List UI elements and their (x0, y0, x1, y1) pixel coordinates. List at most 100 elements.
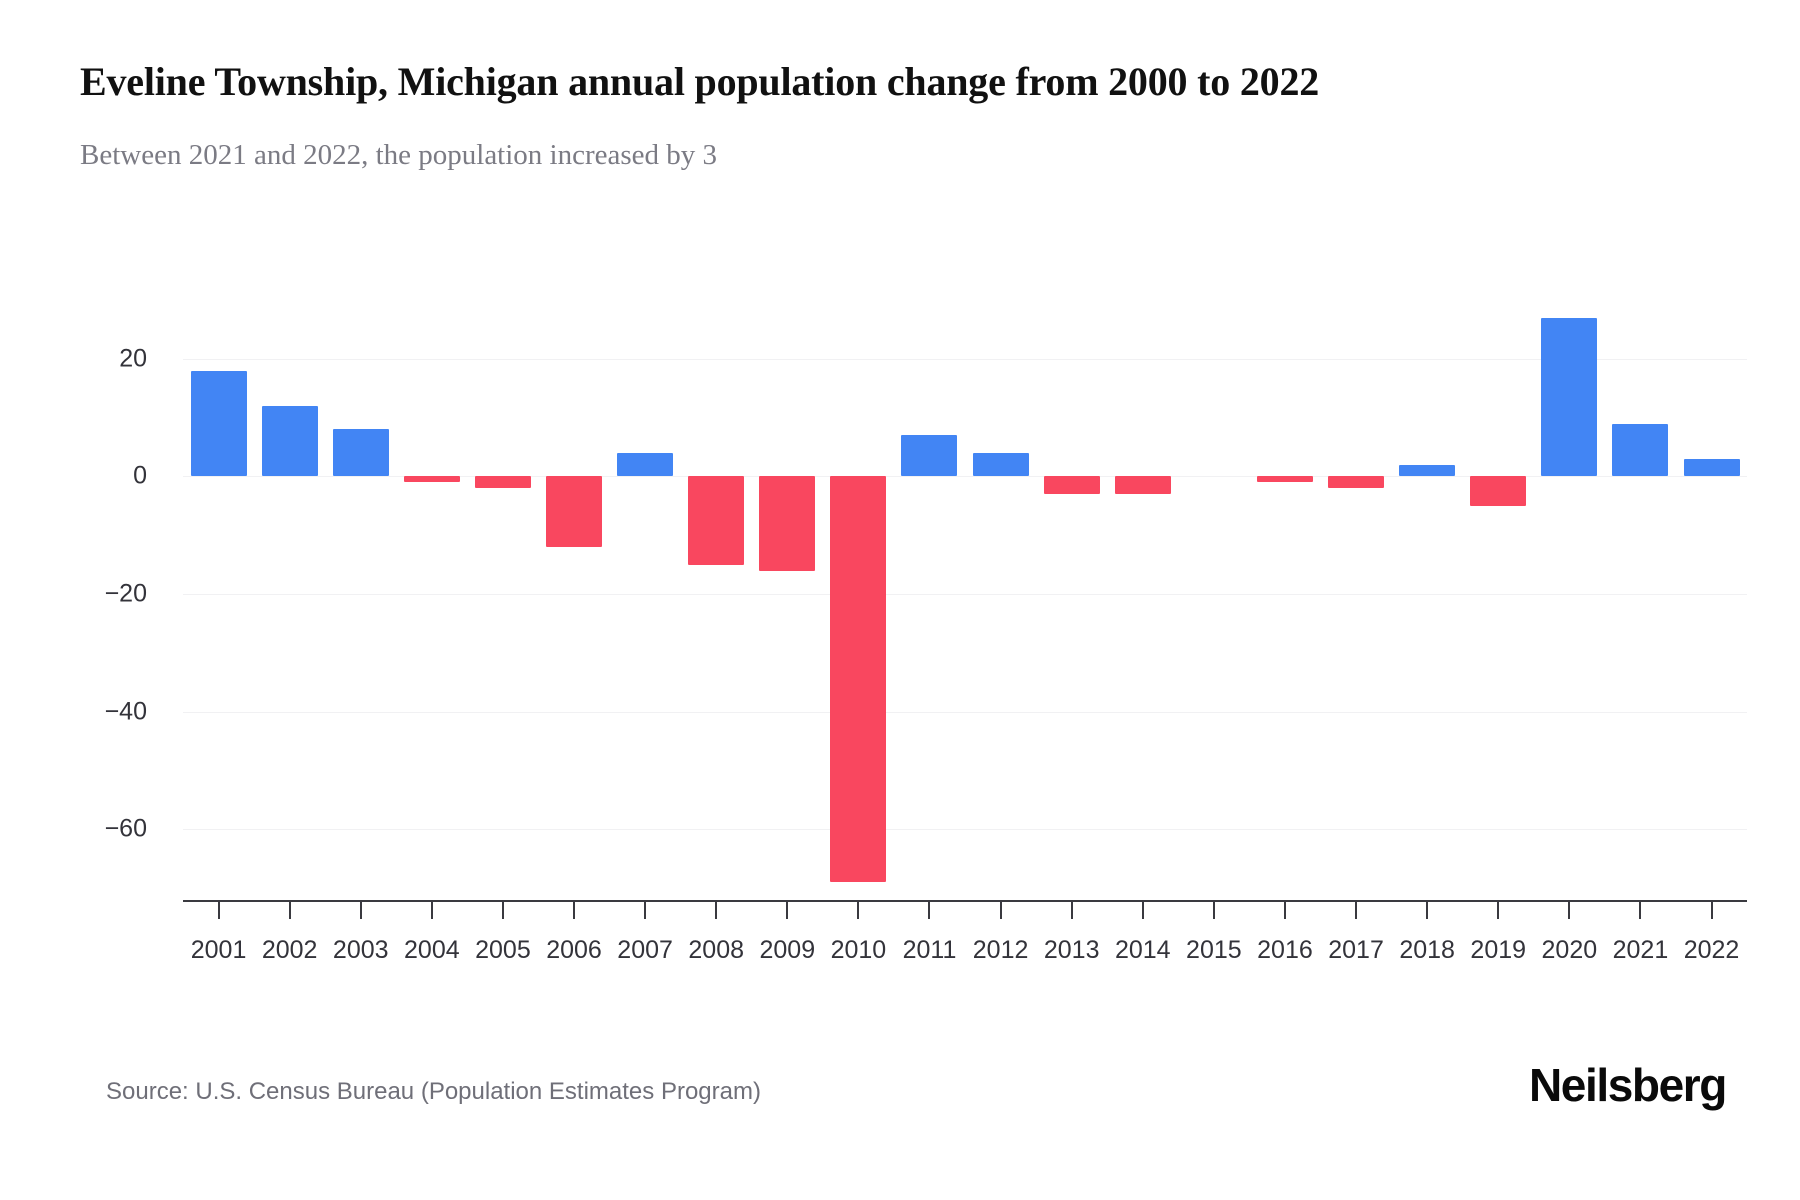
bar-slot (538, 300, 609, 900)
bar-2002[interactable] (261, 405, 318, 477)
x-axis-tick-slot (254, 902, 325, 920)
x-axis-tick-slot (1463, 902, 1534, 920)
page-title: Eveline Township, Michigan annual popula… (80, 59, 1320, 104)
x-axis-tick (1283, 902, 1286, 919)
bar-slot (1392, 300, 1463, 900)
x-axis-tick-label: 2012 (972, 936, 1029, 964)
x-axis-tick (1568, 902, 1571, 919)
x-axis-tick-slot (396, 902, 467, 920)
bar-slot (1605, 300, 1676, 900)
gridline (183, 476, 1747, 478)
brand-logo: Neilsberg (1528, 1059, 1727, 1111)
x-axis-tick-label: 2006 (546, 936, 602, 964)
bar-slot (325, 300, 396, 900)
x-axis-tick-label: 2002 (261, 936, 318, 964)
bar-2011[interactable] (901, 435, 958, 477)
x-axis-tick-label: 2008 (688, 936, 745, 964)
x-axis-tick-label: 2010 (830, 936, 887, 964)
bar-2004[interactable] (403, 476, 460, 483)
x-axis-tick (786, 902, 789, 919)
bar-2013[interactable] (1043, 476, 1100, 495)
bar-slot (396, 300, 467, 900)
bar-2009[interactable] (759, 476, 816, 571)
bar-slot (1036, 300, 1107, 900)
plot-area (183, 300, 1747, 900)
bar-slot (183, 300, 254, 900)
bar-2006[interactable] (546, 476, 603, 548)
bar-slot (1107, 300, 1178, 900)
x-axis-tick-label: 2022 (1683, 936, 1740, 964)
y-axis-tick-label: 20 (119, 344, 147, 373)
x-axis-tick-slot (183, 902, 254, 920)
bar-slot (894, 300, 965, 900)
bar-slot (610, 300, 681, 900)
bar-2021[interactable] (1612, 423, 1669, 477)
x-axis-tick (430, 902, 433, 919)
x-axis-tick-slot (894, 902, 965, 920)
x-axis-tick (573, 902, 576, 919)
x-axis-tick-slot (325, 902, 396, 920)
x-axis-tick-label: 2011 (902, 936, 957, 964)
x-axis-tick-slot (1605, 902, 1676, 920)
x-axis-tick-label: 2014 (1114, 936, 1171, 964)
bar-2020[interactable] (1541, 317, 1598, 477)
x-axis-tick-label: 2018 (1399, 936, 1455, 964)
bar-2003[interactable] (332, 429, 389, 477)
x-axis-tick-slot (610, 902, 681, 920)
x-axis-tick (1070, 902, 1073, 919)
bar-2001[interactable] (190, 370, 247, 477)
x-axis-tick (644, 902, 647, 919)
y-axis-tick-label: −20 (104, 579, 147, 608)
bar-2017[interactable] (1328, 476, 1385, 489)
bar-slot (1321, 300, 1392, 900)
bar-2014[interactable] (1114, 476, 1171, 495)
bar-series (183, 300, 1747, 900)
bar-2007[interactable] (617, 452, 674, 477)
bar-slot (681, 300, 752, 900)
bar-2008[interactable] (688, 476, 745, 565)
x-axis-tick-label: 2001 (190, 936, 247, 964)
x-axis-tick-slot (1321, 902, 1392, 920)
x-axis-tick-slot (1178, 902, 1249, 920)
x-axis-tick (1141, 902, 1144, 919)
bar-2022[interactable] (1683, 458, 1740, 477)
x-axis-tick-slot (467, 902, 538, 920)
x-axis-tick-slot (965, 902, 1036, 920)
x-axis-tick (288, 902, 291, 919)
x-axis-tick (1710, 902, 1713, 919)
x-axis-tick (501, 902, 504, 919)
x-axis-tick-label: 2015 (1186, 936, 1242, 964)
bar-2019[interactable] (1470, 476, 1527, 506)
y-axis-tick-label: −40 (104, 697, 147, 726)
x-axis-ticks (183, 902, 1747, 920)
y-axis-tick-label: −60 (104, 814, 147, 843)
x-axis-tick (715, 902, 718, 919)
x-axis-tick-slot (1249, 902, 1320, 920)
bar-slot (752, 300, 823, 900)
bar-2010[interactable] (830, 476, 887, 883)
bar-slot (823, 300, 894, 900)
x-axis-tick (999, 902, 1002, 919)
x-axis-tick-slot (1676, 902, 1747, 920)
x-axis-tick (1426, 902, 1429, 919)
x-axis-tick (857, 902, 860, 919)
bar-slot (1534, 300, 1605, 900)
bar-2005[interactable] (474, 476, 531, 489)
x-axis-tick (1355, 902, 1358, 919)
x-axis-tick-slot (1036, 902, 1107, 920)
x-axis-tick (1497, 902, 1500, 919)
x-axis-tick-label: 2007 (617, 936, 673, 964)
bar-2012[interactable] (972, 452, 1029, 477)
bar-2018[interactable] (1399, 464, 1456, 477)
gridline (183, 358, 1747, 360)
x-axis-tick-slot (681, 902, 752, 920)
x-axis-tick-slot (1392, 902, 1463, 920)
x-axis-tick (217, 902, 220, 919)
bar-slot (1249, 300, 1320, 900)
bar-2016[interactable] (1256, 476, 1313, 483)
x-axis-tick (1639, 902, 1642, 919)
x-axis-tick (1212, 902, 1215, 919)
x-axis-tick-label: 2019 (1470, 936, 1527, 964)
